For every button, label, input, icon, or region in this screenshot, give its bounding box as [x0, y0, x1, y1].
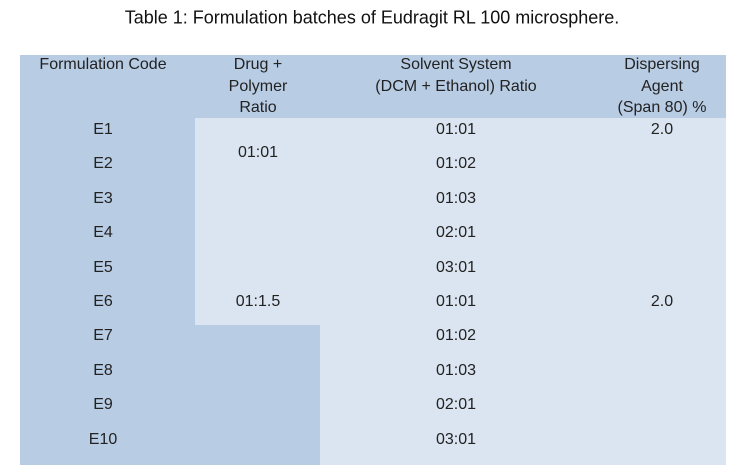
solvent-ratio: 01:01 — [435, 293, 477, 310]
header-cell: Solvent System — [400, 56, 512, 73]
drug-polymer-ratio: 01:01 — [237, 144, 279, 161]
header-cell: Dispersing — [624, 56, 700, 73]
formulation-code: E6 — [93, 293, 113, 310]
header-cell: (DCM + Ethanol) Ratio — [375, 77, 537, 95]
formulation-code: E1 — [93, 121, 113, 138]
formulation-code: E2 — [93, 155, 113, 173]
body-shade — [195, 118, 726, 325]
table-title: Table 1: Formulation batches of Eudragit… — [124, 7, 620, 28]
formulation-code: E3 — [93, 189, 113, 207]
solvent-ratio: 02:01 — [435, 224, 477, 242]
header-cell: Agent — [641, 77, 683, 95]
solvent-ratio: 02:01 — [435, 396, 477, 414]
dispersing-agent: 2.0 — [650, 121, 674, 138]
solvent-ratio: 01:01 — [435, 121, 477, 138]
dispersing-agent: 2.0 — [650, 293, 674, 310]
solvent-ratio: 03:01 — [435, 430, 477, 448]
solvent-ratio: 03:01 — [435, 258, 477, 276]
solvent-ratio: 01:03 — [435, 361, 477, 379]
formulation-code: E10 — [88, 430, 118, 448]
header-cell: (Span 80) % — [617, 99, 707, 116]
solvent-ratio: 01:02 — [435, 327, 477, 345]
solvent-ratio: 01:03 — [435, 189, 477, 207]
drug-polymer-ratio: 01:1.5 — [235, 293, 281, 310]
body-shade — [320, 325, 726, 465]
formulation-code: E9 — [93, 396, 113, 414]
formulation-code: E5 — [93, 258, 113, 276]
header-cell: Formulation Code — [39, 56, 167, 73]
formulation-code: E7 — [93, 327, 113, 345]
formulation-code: E4 — [93, 224, 113, 242]
header-cell: Drug + — [233, 56, 283, 73]
header-cell: Ratio — [239, 99, 277, 116]
solvent-ratio: 01:02 — [435, 155, 477, 173]
header-cell: Polymer — [228, 77, 288, 95]
formulation-code: E8 — [93, 361, 113, 379]
